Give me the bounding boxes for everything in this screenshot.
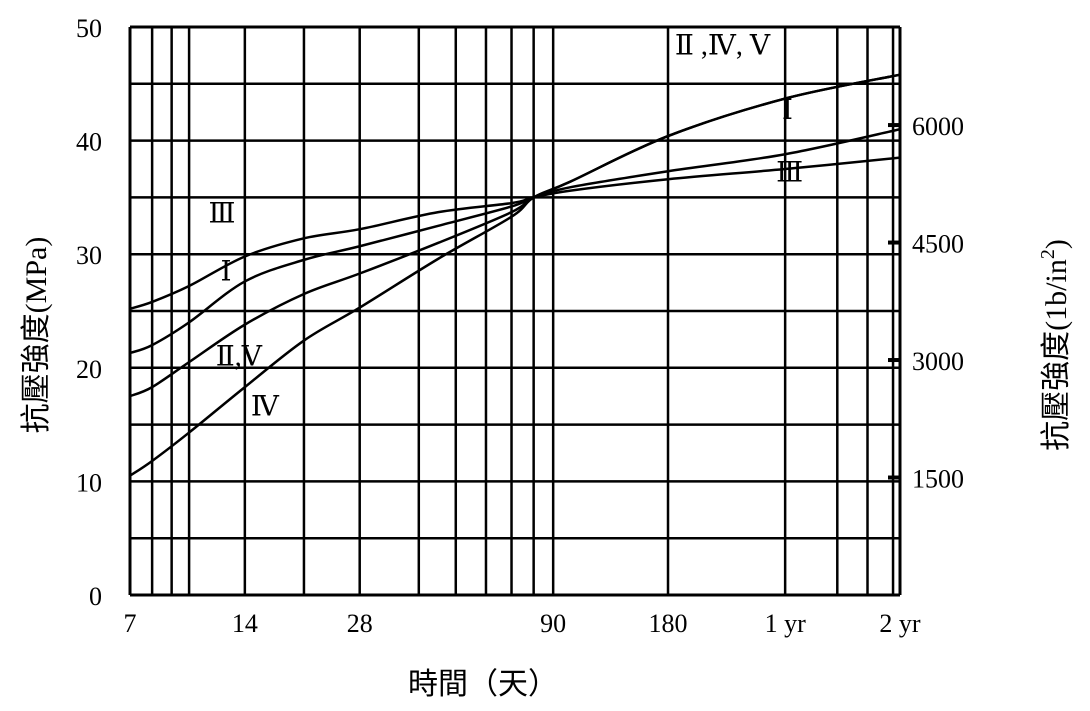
y-tick-label: 50: [76, 14, 102, 43]
y-tick-label: 0: [89, 582, 102, 611]
series-annotation: Ⅱ,Ⅴ: [216, 342, 263, 373]
y2-tick-label: 6000: [912, 112, 964, 141]
y2-tick-label: 4500: [912, 230, 964, 259]
series-annotations: Ⅱ ,Ⅳ, Ⅴ Ⅰ Ⅲ Ⅲ Ⅰ Ⅱ,Ⅴ Ⅳ: [209, 30, 804, 422]
series-lines: [129, 73, 901, 477]
y-axis: 0 10 20 30 40 50: [76, 14, 102, 611]
y2-axis: 1500 3000 4500 6000: [888, 112, 964, 494]
y2-axis-label-sup: 2: [1037, 249, 1059, 259]
y-tick-label: 20: [76, 355, 102, 384]
y2-tick-label: 3000: [912, 347, 964, 376]
grid: [128, 25, 902, 597]
y-tick-label: 30: [76, 241, 102, 270]
y2-axis-label: 抗壓強度(1b/in2): [1037, 239, 1073, 451]
y-axis-label: 抗壓強度(MPa): [20, 237, 53, 434]
series-annotation: Ⅳ: [251, 392, 280, 423]
y-tick-label: 10: [76, 468, 102, 497]
y2-axis-label-close: ): [1040, 239, 1073, 249]
series-annotation: Ⅲ: [776, 157, 803, 188]
x-tick-label: 2 yr: [879, 609, 921, 638]
x-axis-label: 時間（天）: [408, 668, 558, 701]
series-annotation: Ⅲ: [209, 198, 236, 229]
x-tick-label: 90: [540, 609, 566, 638]
y2-axis-label-text: 抗壓強度(1b/in: [1040, 259, 1073, 451]
series-line-2: [129, 128, 901, 355]
series-annotation: Ⅰ: [782, 95, 793, 126]
series-annotation: Ⅰ: [221, 256, 232, 287]
x-tick-label: 7: [124, 609, 137, 638]
x-tick-label: 14: [232, 609, 258, 638]
series-line-4: [129, 73, 901, 477]
series-annotation: Ⅱ ,Ⅳ, Ⅴ: [675, 30, 771, 61]
y2-tick-label: 1500: [912, 465, 964, 494]
x-tick-label: 1 yr: [765, 609, 807, 638]
x-axis: 7 14 28 90 180 1 yr 2 yr: [124, 609, 921, 638]
x-tick-label: 28: [347, 609, 373, 638]
x-tick-label: 180: [649, 609, 688, 638]
series-line-1: [129, 156, 901, 310]
y-tick-label: 40: [76, 128, 102, 157]
